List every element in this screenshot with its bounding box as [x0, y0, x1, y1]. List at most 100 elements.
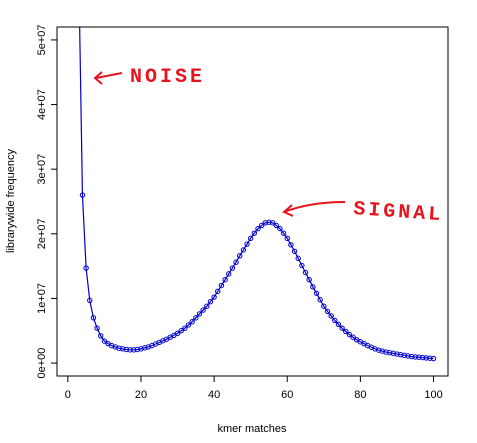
data-point: [328, 313, 334, 319]
x-tick-label: 100: [424, 389, 442, 401]
arrow: [93, 71, 123, 85]
data-point: [277, 225, 283, 232]
data-point: [255, 225, 261, 232]
data-point: [185, 322, 192, 328]
data-point: [127, 347, 133, 353]
data-point: [401, 352, 407, 359]
data-point: [397, 351, 404, 358]
signal-annotation: SIGNAL: [282, 198, 444, 227]
y-tick-label: 3e+07: [36, 154, 48, 185]
data-point: [412, 354, 418, 360]
data-point: [379, 348, 386, 354]
data-point: [405, 353, 411, 359]
data-point: [94, 325, 100, 331]
data-point: [280, 230, 287, 236]
data-point: [321, 303, 327, 309]
data-point: [178, 328, 184, 334]
data-point: [101, 338, 108, 344]
data-point: [295, 255, 301, 262]
data-point: [196, 311, 203, 317]
data-point: [386, 350, 393, 356]
data-point: [317, 297, 323, 303]
x-tick-label: 60: [281, 389, 293, 401]
data-point: [247, 235, 254, 242]
y-tick-label: 4e+07: [36, 89, 48, 120]
noise-annotation: NOISE: [93, 66, 205, 89]
data-point: [222, 277, 228, 283]
data-point: [350, 334, 356, 340]
x-axis-title: kmer matches: [217, 423, 287, 435]
data-point: [284, 235, 290, 242]
annotation: NOISE: [130, 66, 205, 89]
data-point: [313, 290, 320, 296]
data-point: [98, 333, 104, 339]
data-point: [174, 330, 181, 337]
data-point: [233, 259, 239, 265]
data-point: [324, 308, 331, 315]
data-point: [269, 220, 276, 226]
data-point: [134, 346, 141, 353]
data-point: [291, 248, 298, 254]
data-point: [237, 253, 243, 259]
plot-area: [79, 27, 437, 362]
data-point: [310, 284, 316, 290]
data-point: [383, 349, 389, 355]
data-point: [90, 315, 97, 321]
data-point: [218, 282, 225, 289]
data-point: [130, 347, 137, 353]
data-point: [244, 241, 250, 247]
data-point: [288, 242, 294, 248]
data-point: [416, 354, 422, 360]
data-point: [204, 303, 210, 309]
data-point: [262, 220, 268, 226]
data-point: [211, 294, 217, 300]
data-point: [346, 331, 353, 338]
data-point: [394, 351, 400, 357]
x-tick-label: 0: [65, 389, 71, 401]
data-point: [423, 355, 429, 361]
y-axis-title: librarywide frequency: [5, 149, 17, 253]
data-point: [266, 219, 272, 225]
arrow: [282, 201, 346, 217]
data-point: [306, 277, 312, 283]
data-point: [240, 247, 247, 253]
y-tick-label: 0e+00: [36, 348, 48, 379]
data-point: [116, 345, 122, 351]
data-point: [419, 354, 426, 361]
data-point: [251, 230, 258, 236]
data-point: [119, 346, 126, 352]
data-point: [427, 355, 433, 361]
y-tick-label: 5e+07: [36, 24, 48, 55]
data-point: [339, 325, 345, 331]
data-point: [229, 265, 236, 271]
data-point: [332, 317, 338, 324]
y-tick-label: 1e+07: [36, 283, 48, 314]
data-point: [226, 271, 232, 277]
x-tick-label: 40: [208, 389, 220, 401]
annotation: SIGNAL: [353, 198, 444, 227]
data-line: [79, 27, 434, 360]
data-point: [335, 321, 342, 327]
x-tick-label: 20: [135, 389, 147, 401]
data-point: [200, 307, 206, 313]
data-point: [193, 315, 199, 321]
data-point: [207, 298, 214, 305]
data-point: [87, 297, 93, 304]
data-point: [215, 288, 221, 295]
data-point: [375, 347, 382, 353]
data-point: [299, 262, 305, 269]
data-point: [273, 222, 279, 229]
data-point: [182, 325, 188, 331]
x-tick-label: 80: [354, 389, 366, 401]
data-point: [343, 328, 349, 335]
data-point: [390, 350, 396, 357]
data-point: [258, 222, 265, 229]
data-point: [138, 346, 144, 352]
data-point: [141, 345, 148, 351]
data-point: [83, 265, 89, 271]
data-point: [430, 355, 437, 362]
data-point: [302, 269, 309, 276]
data-point: [408, 353, 415, 360]
data-point: [189, 319, 195, 325]
